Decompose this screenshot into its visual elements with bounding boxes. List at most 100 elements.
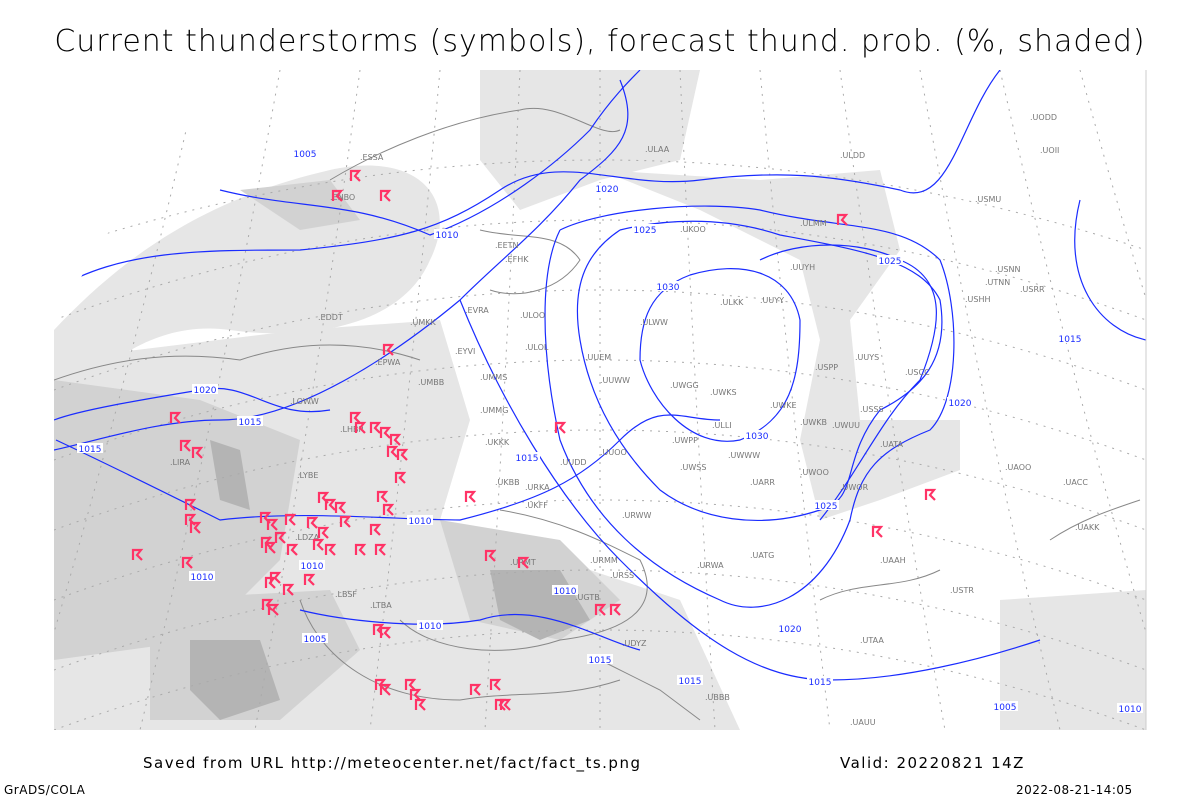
isobar-label-bg bbox=[587, 654, 613, 664]
station-label: .ULOO bbox=[520, 311, 545, 320]
isobar-label-bg bbox=[677, 675, 703, 685]
station-label: .UUWW bbox=[600, 376, 630, 385]
coastline bbox=[54, 344, 421, 381]
station-label: .UAKK bbox=[1075, 523, 1100, 532]
isobar-label: 1020 bbox=[949, 399, 972, 409]
isobar-label-bg bbox=[552, 585, 578, 595]
isobar-label: 1005 bbox=[294, 150, 317, 160]
isobars: 1005 1010 1010 1010 1010 1010 1010 1015 1015 1015… bbox=[54, 70, 1146, 715]
isobar-label: 1025 bbox=[815, 502, 838, 512]
station-label: .USSS bbox=[860, 405, 884, 414]
station-label: .EPWA bbox=[375, 358, 401, 367]
thunderstorm-symbols bbox=[131, 169, 937, 711]
meridian-line bbox=[1079, 70, 1146, 730]
station-label: .UMMS bbox=[480, 373, 507, 382]
thunderstorm-symbol bbox=[259, 511, 272, 524]
thunderstorm-symbol bbox=[284, 513, 297, 526]
credit: GrADS/COLA bbox=[4, 783, 86, 797]
valid-time: Valid: 20220821 14Z bbox=[840, 754, 1025, 772]
station-label: .ESSA bbox=[360, 153, 384, 162]
thunderstorm-symbol bbox=[317, 491, 330, 504]
isobar-label: 1010 bbox=[191, 573, 214, 583]
station-label: .UUYY bbox=[760, 296, 784, 305]
coastline bbox=[299, 599, 621, 701]
station-label: .ULWW bbox=[640, 318, 668, 327]
thunderstorm-symbol bbox=[274, 531, 287, 544]
thunderstorm-symbol bbox=[484, 549, 497, 562]
isobar bbox=[299, 609, 641, 651]
thunderstorm-symbol bbox=[349, 169, 362, 182]
thunderstorm-symbol bbox=[306, 516, 319, 529]
thunderstorm-symbol bbox=[191, 446, 204, 459]
station-label: .UKBB bbox=[495, 478, 520, 487]
isobar-label: 1010 bbox=[436, 231, 459, 241]
thunderstorm-symbol bbox=[379, 683, 392, 696]
thunderstorm-symbol bbox=[169, 411, 182, 424]
station-label: .LBSF bbox=[335, 590, 357, 599]
thunderstorm-symbol bbox=[131, 548, 144, 561]
thunderstorm-symbol bbox=[409, 688, 422, 701]
thunderstorm-symbol bbox=[184, 498, 197, 511]
meridian-line bbox=[1160, 70, 1200, 730]
parallel-line bbox=[54, 629, 1146, 730]
isobar-label: 1020 bbox=[779, 625, 802, 635]
isobar-label-bg bbox=[192, 384, 218, 394]
station-label: .USTR bbox=[950, 586, 974, 595]
isobar-label: 1015 bbox=[809, 678, 832, 688]
parallel-line bbox=[54, 289, 1146, 391]
isobar-label: 1015 bbox=[1059, 335, 1082, 345]
station-label: .UACC bbox=[1063, 478, 1088, 487]
station-labels: .ULKK .UUYY .ULWW .UWGG .UWKS .UWKE.UWKB .UWUU… bbox=[170, 113, 1100, 727]
isobar bbox=[219, 70, 641, 236]
isobar bbox=[54, 70, 1001, 291]
station-label: .LTBA bbox=[370, 601, 392, 610]
parallel-line bbox=[54, 159, 1146, 251]
thunderstorm-symbol bbox=[594, 603, 607, 616]
station-label: .UWWW bbox=[728, 451, 760, 460]
thunderstorm-symbol bbox=[379, 189, 392, 202]
isobar-label-bg bbox=[1117, 703, 1143, 713]
thunderstorm-symbol bbox=[464, 490, 477, 503]
thunderstorm-symbol bbox=[517, 556, 530, 569]
thunderstorm-symbol bbox=[349, 411, 362, 424]
thunderstorm-symbol bbox=[179, 439, 192, 452]
thunderstorm-symbol bbox=[334, 501, 347, 514]
thunderstorm-symbol bbox=[354, 421, 367, 434]
station-label: .UBBB bbox=[705, 693, 730, 702]
station-label: .USHH bbox=[965, 295, 991, 304]
thunderstorm-symbol bbox=[189, 521, 202, 534]
thunderstorm-symbol bbox=[389, 433, 402, 446]
isobar-label: 1010 bbox=[554, 587, 577, 597]
station-label: .UATG bbox=[750, 551, 774, 560]
station-label: .ULLI bbox=[712, 421, 732, 430]
station-label: .USMU bbox=[975, 195, 1001, 204]
thunderstorm-symbol bbox=[317, 526, 330, 539]
station-label: .USPP bbox=[815, 363, 838, 372]
isobar-label: 1005 bbox=[304, 635, 327, 645]
map-domain: 1005 1010 1010 1010 1010 1010 1010 1015 1015 1015… bbox=[54, 70, 1200, 730]
isobar-label-bg bbox=[813, 500, 839, 510]
isobar-label-bg bbox=[777, 623, 803, 633]
probability-area bbox=[240, 180, 360, 230]
thunderstorm-symbol bbox=[369, 523, 382, 536]
station-label: .ENBO bbox=[330, 193, 355, 202]
station-label: .UARR bbox=[750, 478, 775, 487]
thunderstorm-symbol bbox=[331, 189, 344, 202]
station-label: .LIRA bbox=[170, 458, 191, 467]
isobar-label: 1015 bbox=[679, 677, 702, 687]
station-label: .ULKK bbox=[720, 298, 744, 307]
generated-timestamp: 2022-08-21-14:05 bbox=[1016, 783, 1133, 797]
station-label: .UMKK bbox=[410, 318, 437, 327]
station-label: .UTNN bbox=[985, 278, 1010, 287]
station-label: .UWOO bbox=[800, 468, 829, 477]
station-label: .LOWW bbox=[290, 397, 319, 406]
station-label: .LDZA bbox=[295, 533, 320, 542]
isobar bbox=[576, 220, 943, 522]
station-label: .UODD bbox=[1030, 113, 1057, 122]
station-label: .UGTB bbox=[575, 593, 600, 602]
isobar-label-bg bbox=[632, 224, 658, 234]
isobar-label-bg bbox=[514, 452, 540, 462]
station-label: .EFHK bbox=[505, 255, 529, 264]
